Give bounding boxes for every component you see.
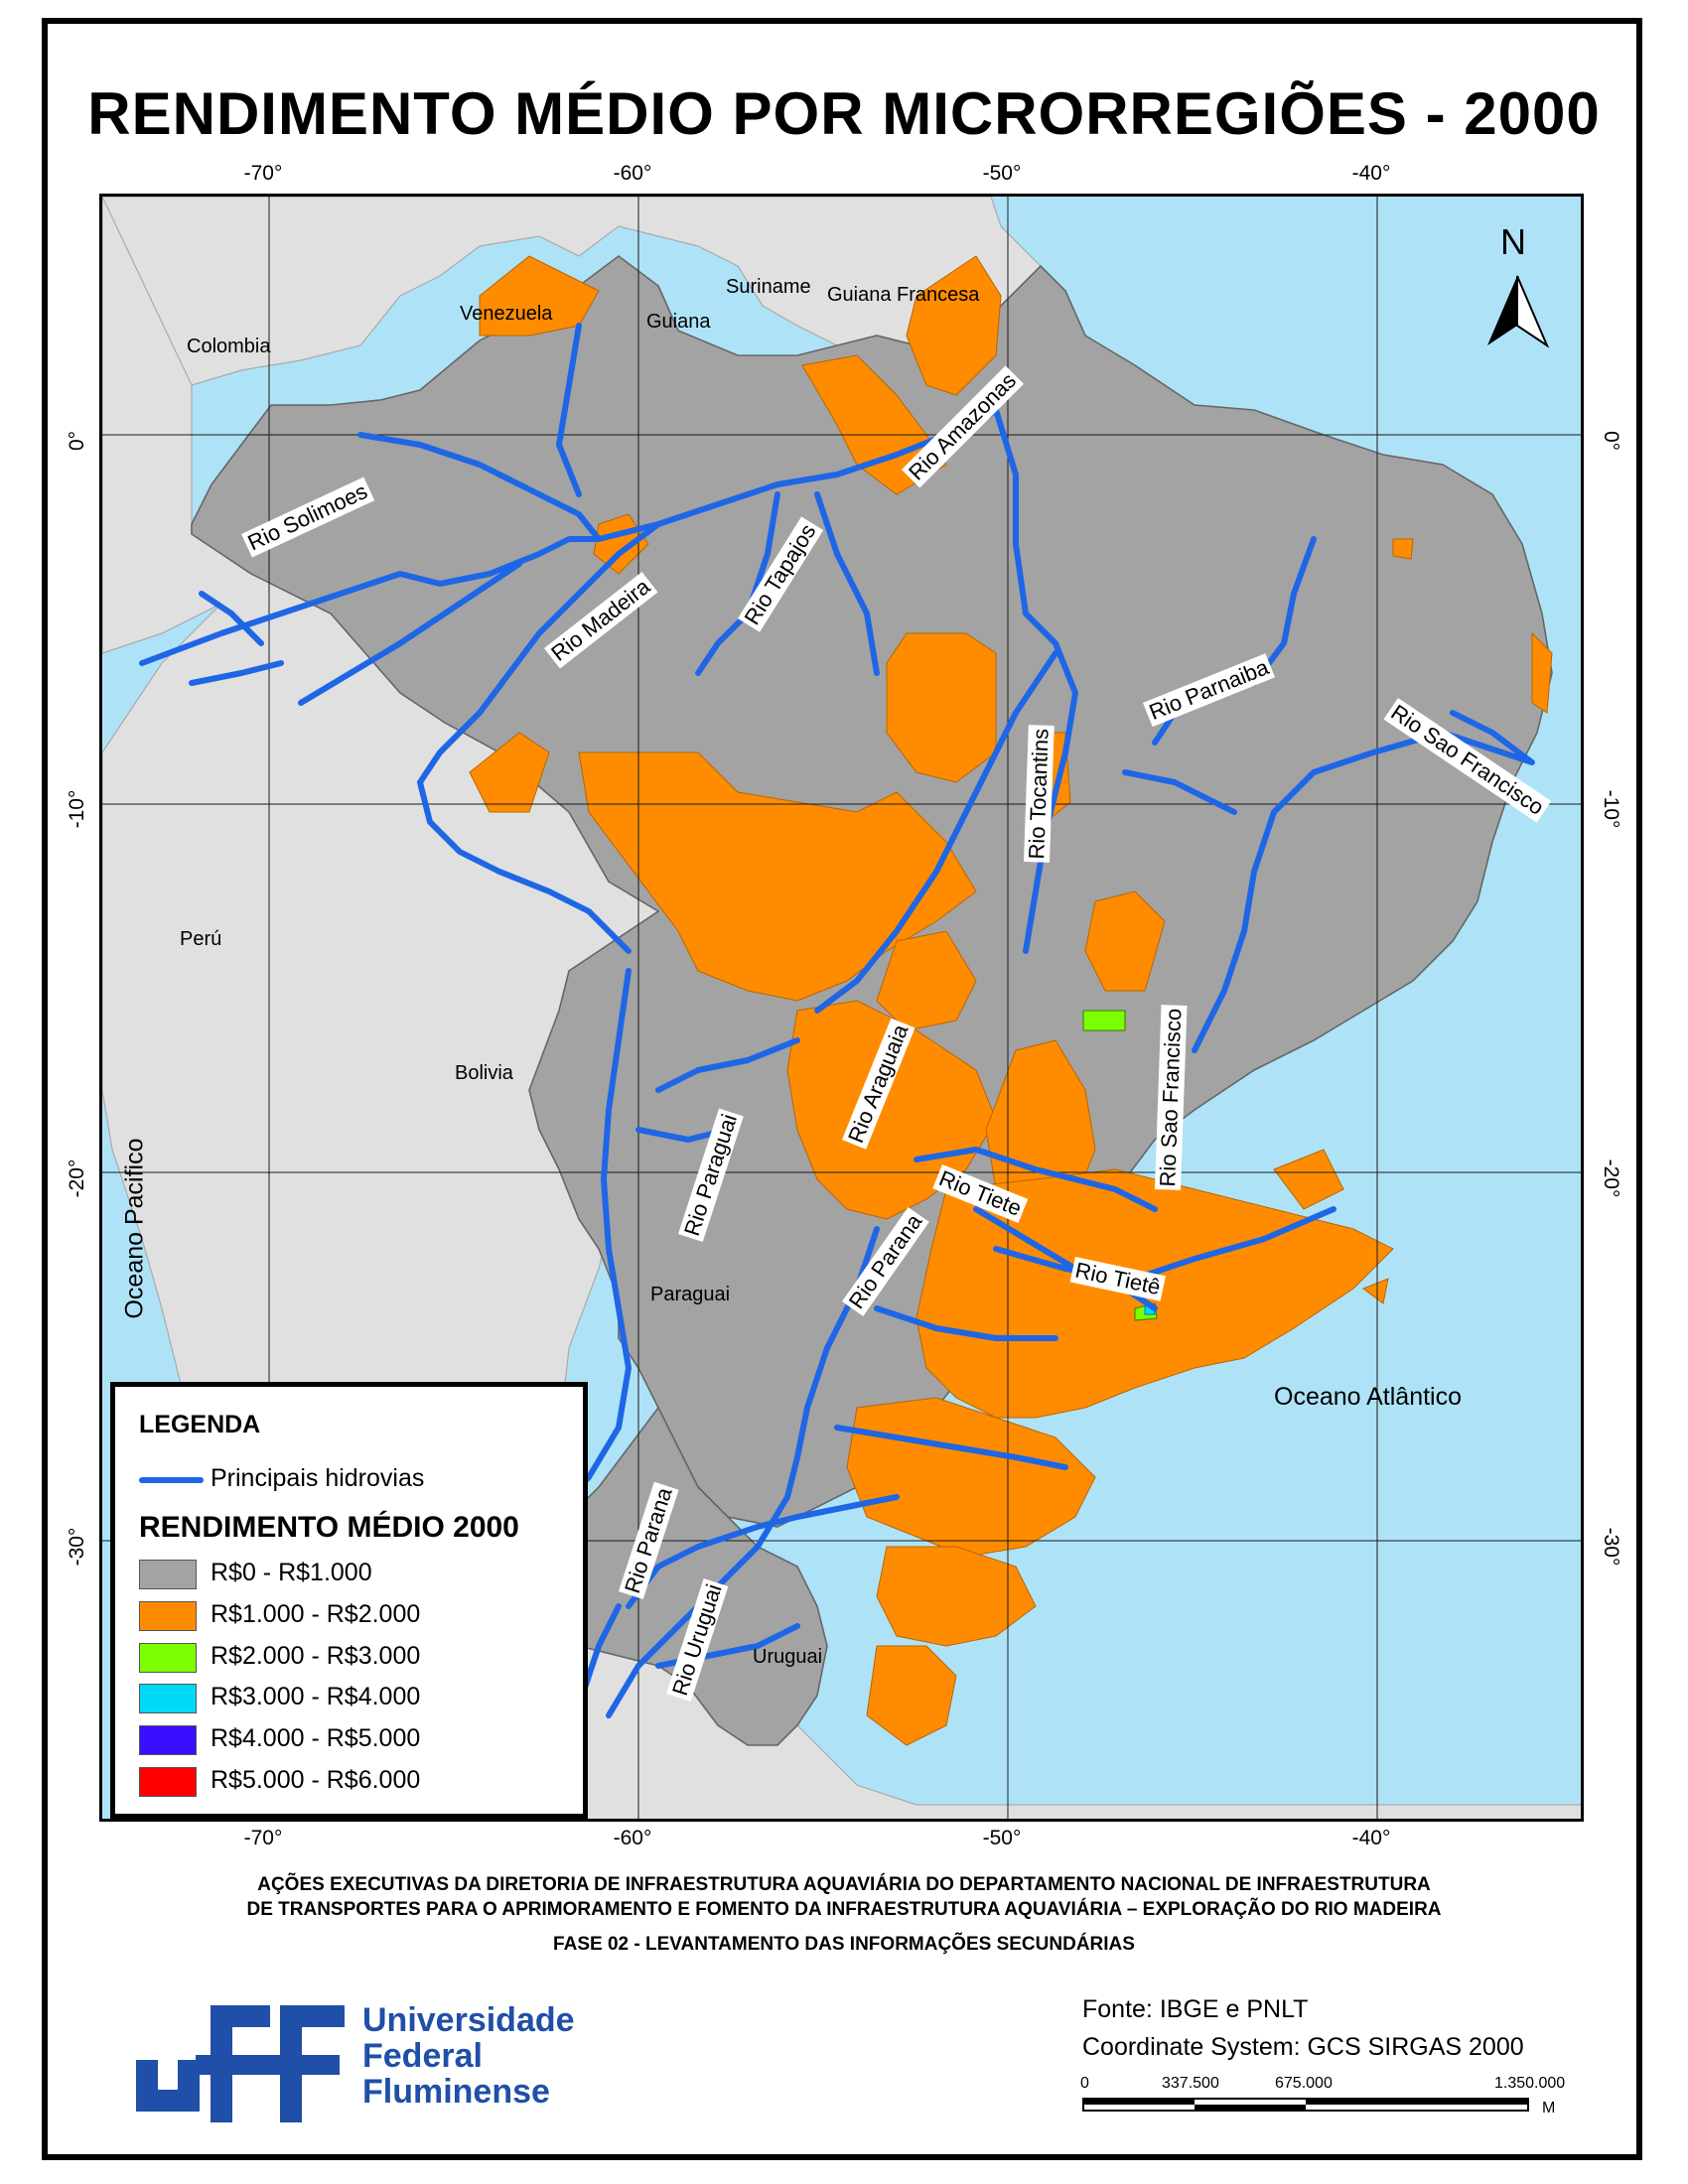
lon-tick-bottom: -40°: [1351, 1827, 1391, 1849]
orange-region-para-central: [886, 632, 997, 783]
orange-region-parana: [846, 1397, 1096, 1558]
river-purus: [298, 561, 522, 706]
river-negro: [357, 432, 602, 542]
institution-line-3: Fluminense: [362, 2073, 550, 2111]
lat-tick-right: -20°: [1600, 1159, 1622, 1198]
river-iguacu: [834, 1425, 1068, 1470]
scale-bar: [1082, 2098, 1529, 2112]
river-parana: [606, 1226, 880, 1718]
country-label-guiana-francesa: Guiana Francesa: [827, 284, 980, 306]
legend-label-class-1: R$0 - R$1.000: [211, 1559, 372, 1586]
north-arrow: [1487, 275, 1550, 348]
lon-tick-top: -40°: [1351, 162, 1391, 185]
river-solimoes-branch2: [199, 591, 264, 646]
legend-label-class-4: R$3.000 - R$4.000: [211, 1683, 421, 1710]
ocean-label-atlantico: Oceano Atlântico: [1274, 1383, 1463, 1411]
country-label-peru: Perú: [180, 928, 222, 950]
river-grande: [993, 1206, 1336, 1282]
legend-swatch-class-6: [139, 1767, 197, 1797]
map-title: RENDIMENTO MÉDIO POR MICRORREGIÕES - 200…: [87, 80, 1601, 147]
lat-tick-left: -30°: [66, 1527, 88, 1567]
orange-region-es: [1273, 1149, 1344, 1210]
legend-swatch-class-4: [139, 1684, 197, 1713]
river-solimoes: [139, 407, 999, 666]
income-class-3-region-brasilia: [1082, 1010, 1126, 1031]
lon-tick-top: -60°: [613, 162, 652, 185]
footer-line-2: DE TRANSPORTES PARA O APRIMORAMENTO E FO…: [246, 1899, 1442, 1920]
source-text: Fonte: IBGE e PNLT: [1082, 1995, 1309, 2023]
lat-tick-left: -10°: [66, 789, 88, 829]
footer-line-1: AÇÕES EXECUTIVAS DA DIRETORIA DE INFRAES…: [257, 1874, 1431, 1895]
legend-waterway-label: Principais hidrovias: [211, 1464, 425, 1492]
ocean-label-pacifico: Oceano Pacifico: [120, 1138, 149, 1319]
legend-swatch-class-2: [139, 1601, 197, 1631]
legend-swatch-class-1: [139, 1560, 197, 1589]
river-sao-francisco: [1192, 710, 1535, 1053]
orange-region-fortaleza: [1392, 538, 1414, 560]
orange-region-bahia-west: [1084, 890, 1166, 992]
legend-label-class-6: R$5.000 - R$6.000: [211, 1766, 421, 1794]
scale-label-1: 337.500: [1162, 2075, 1219, 2092]
orange-region-roraima: [479, 255, 600, 337]
river-label-tocantins: Rio Tocantins: [1024, 725, 1055, 863]
country-label-paraguai: Paraguai: [650, 1284, 731, 1305]
lon-tick-top: -50°: [982, 162, 1022, 185]
legend-box: LEGENDA Principais hidrovias RENDIMENTO …: [110, 1382, 588, 1819]
orange-region-sc: [876, 1546, 1037, 1647]
legend-label-class-2: R$1.000 - R$2.000: [211, 1600, 421, 1628]
lon-tick-top: -70°: [243, 162, 283, 185]
river-solimoes-branch1: [189, 660, 284, 686]
scale-label-2: 675.000: [1275, 2075, 1333, 2092]
orange-region-salvador: [1361, 1278, 1389, 1304]
country-label-venezuela: Venezuela: [460, 303, 553, 325]
lat-tick-right: 0°: [1600, 430, 1622, 452]
lat-tick-right: -30°: [1600, 1527, 1622, 1567]
river-paranapanema: [874, 1305, 1058, 1341]
legend-waterway-swatch: [139, 1477, 204, 1483]
footer-line-3: FASE 02 - LEVANTAMENTO DAS INFORMAÇÕES S…: [553, 1934, 1135, 1955]
river-parana-upper: [914, 1147, 1158, 1212]
orange-region-rondonia-mt: [578, 751, 977, 1002]
country-label-bolivia: Bolivia: [455, 1062, 513, 1084]
legend-title: LEGENDA: [139, 1411, 261, 1438]
orange-region-mt-east: [876, 930, 977, 1031]
scale-label-0: 0: [1080, 2075, 1089, 2092]
river-araguaia: [814, 650, 1058, 1014]
country-label-uruguai: Uruguai: [753, 1646, 823, 1668]
river-xingu: [814, 491, 880, 676]
river-madeira: [417, 521, 661, 954]
lon-tick-bottom: -70°: [243, 1827, 283, 1849]
lon-tick-bottom: -50°: [982, 1827, 1022, 1849]
institution-line-1: Universidade: [362, 2001, 575, 2039]
river-uruguai: [626, 1494, 900, 1609]
orange-region-rs: [866, 1645, 957, 1746]
uff-logo: uff: [136, 2005, 345, 2122]
lat-tick-left: 0°: [66, 430, 88, 452]
orange-region-acre: [469, 732, 550, 813]
legend-swatch-class-3: [139, 1643, 197, 1673]
map-frame: [42, 18, 1642, 2160]
legend-swatch-class-5: [139, 1725, 197, 1755]
country-label-guiana: Guiana: [646, 311, 711, 333]
orange-region-ne-coast: [1531, 631, 1553, 714]
institution-line-2: Federal: [362, 2037, 483, 2075]
lat-tick-left: -20°: [66, 1159, 88, 1198]
lon-tick-bottom: -60°: [613, 1827, 652, 1849]
river-sao-francisco-branch: [1122, 769, 1237, 815]
river-branco: [556, 323, 582, 497]
lat-tick-right: -10°: [1600, 789, 1622, 829]
crs-text: Coordinate System: GCS SIRGAS 2000: [1082, 2033, 1524, 2061]
scale-unit: M: [1542, 2100, 1556, 2116]
legend-label-class-3: R$2.000 - R$3.000: [211, 1642, 421, 1670]
north-label: N: [1500, 221, 1526, 262]
country-label-suriname: Suriname: [726, 276, 811, 298]
orange-region-amapa: [906, 255, 1002, 396]
logo-text: uff: [136, 2005, 138, 2006]
legend-label-class-5: R$4.000 - R$5.000: [211, 1724, 421, 1752]
river-pantanal: [655, 1037, 800, 1093]
country-label-colombia: Colombia: [187, 336, 271, 357]
legend-income-title: RENDIMENTO MÉDIO 2000: [139, 1511, 519, 1544]
scale-label-3: 1.350.000: [1494, 2075, 1566, 2092]
